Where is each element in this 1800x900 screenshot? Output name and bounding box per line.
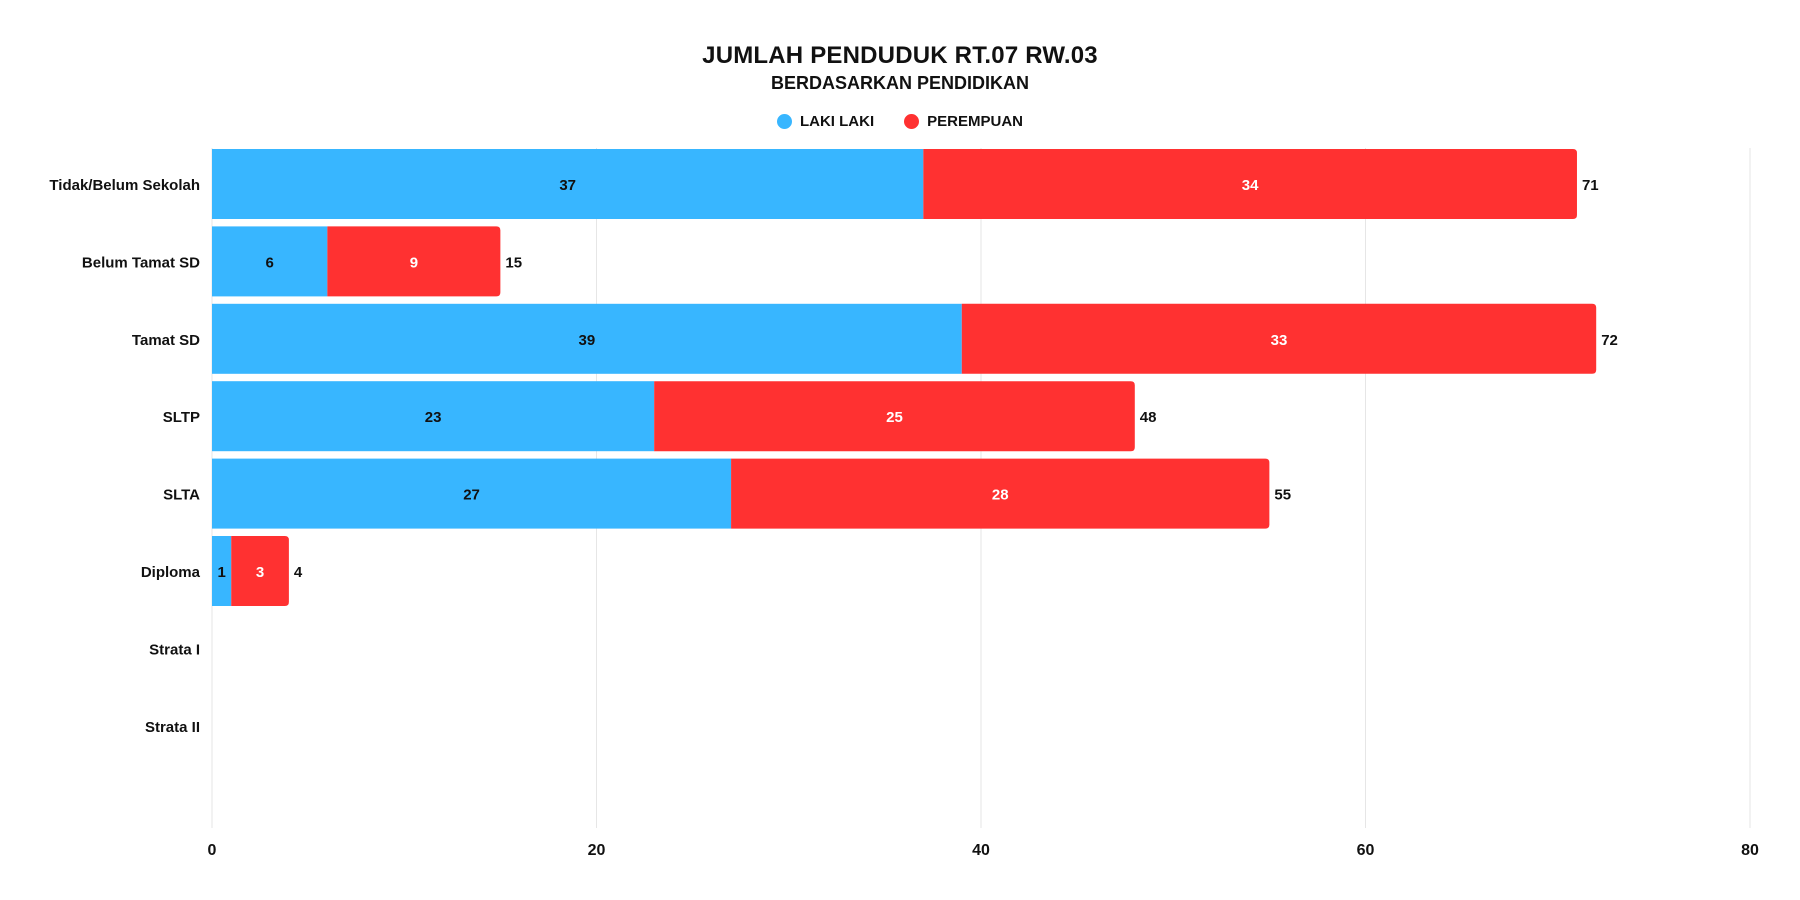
category-label: Diploma [141, 564, 201, 581]
data-label-total: 4 [294, 564, 303, 581]
data-label-total: 48 [1140, 409, 1157, 426]
legend-label-laki: LAKI LAKI [799, 113, 875, 130]
bar-laki-laki [212, 381, 655, 452]
chart-subtitle: BERDASARKAN PENDIDIKAN [770, 73, 1029, 93]
data-label-perempuan: 28 [992, 487, 1009, 504]
bar-laki-laki [212, 149, 924, 219]
data-label-perempuan: 25 [886, 409, 903, 426]
data-label-perempuan: 34 [1242, 177, 1259, 194]
x-tick-label: 0 [208, 842, 217, 859]
category-label: Tidak/Belum Sekolah [49, 177, 200, 194]
category-label: Strata I [149, 641, 200, 658]
chart-title: JUMLAH PENDUDUK RT.07 RW.03 [702, 42, 1098, 69]
data-label-laki-laki: 39 [579, 332, 596, 349]
category-label: Belum Tamat SD [82, 254, 200, 271]
data-label-laki-laki: 1 [217, 564, 225, 581]
data-label-laki-laki: 6 [266, 254, 274, 271]
x-tick-label: 60 [1357, 842, 1375, 859]
legend-item-laki: LAKI LAKI [776, 113, 875, 130]
category-label: SLTA [163, 487, 200, 504]
category-label: Tamat SD [132, 332, 200, 349]
x-tick-label: 40 [972, 842, 990, 859]
data-label-laki-laki: 37 [559, 177, 576, 194]
x-tick-label: 80 [1741, 842, 1759, 859]
data-label-total: 71 [1582, 177, 1599, 194]
bar-laki-laki [212, 458, 732, 529]
x-tick-label: 20 [588, 842, 606, 859]
data-label-perempuan: 9 [410, 254, 418, 271]
legend-dot-laki [776, 114, 792, 129]
legend-item-perempuan: PEREMPUAN [904, 113, 1023, 130]
bar-laki-laki [212, 303, 962, 374]
data-label-perempuan: 3 [256, 564, 264, 581]
data-label-total: 72 [1601, 332, 1618, 349]
bar-perempuan [731, 458, 1270, 529]
legend-dot-perempuan [904, 114, 920, 129]
data-label-laki-laki: 27 [463, 487, 480, 504]
data-label-perempuan: 33 [1271, 332, 1288, 349]
bar-perempuan [327, 226, 501, 297]
bar-perempuan [231, 536, 289, 606]
data-label-total: 55 [1274, 487, 1291, 504]
bar-laki-laki [212, 226, 328, 297]
chart-legend: LAKI LAKI PEREMPUAN [0, 113, 1800, 130]
bar-perempuan [961, 303, 1597, 374]
bar-perempuan [654, 381, 1135, 452]
data-label-total: 15 [505, 254, 522, 271]
category-label: Strata II [145, 719, 200, 736]
data-label-laki-laki: 23 [425, 409, 442, 426]
category-label: SLTP [163, 409, 200, 426]
bar-laki-laki [212, 536, 232, 606]
legend-label-perempuan: PEREMPUAN [927, 113, 1024, 130]
bar-perempuan [923, 149, 1577, 219]
